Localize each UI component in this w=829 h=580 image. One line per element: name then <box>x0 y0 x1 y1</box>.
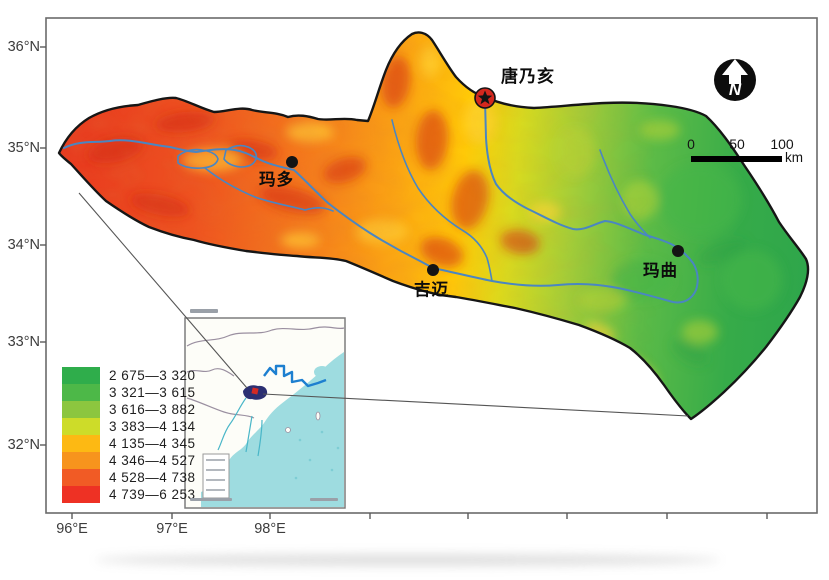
legend-swatch <box>62 469 100 486</box>
lon-label-96e: 96°E <box>56 521 88 537</box>
legend-swatch <box>62 452 100 469</box>
scale-bar <box>691 156 782 162</box>
lake-gyaring <box>177 148 219 169</box>
lon-label-97e: 97°E <box>156 521 188 537</box>
inset-country-borders <box>186 326 345 419</box>
maduo-dot-marker <box>286 156 298 168</box>
legend-range-label: 2 675—3 320 <box>109 368 196 383</box>
legend-range-label: 3 383—4 134 <box>109 419 196 434</box>
inset-attribution-right-smudge <box>310 498 338 501</box>
map-frame <box>40 17 818 519</box>
scale-tick-100: 100 <box>770 136 794 152</box>
legend-row: 3 383—4 134 <box>62 418 196 435</box>
legend-row: 2 675—3 320 <box>62 367 196 384</box>
jimai-label: 吉迈 <box>414 281 449 299</box>
legend-range-label: 4 346—4 527 <box>109 453 196 468</box>
inset-china-map <box>184 317 346 509</box>
legend-range-label: 4 135—4 345 <box>109 436 196 451</box>
inset-hainan <box>285 427 291 433</box>
lake-ngoring <box>223 144 258 168</box>
lat-label-32n: 32°N <box>7 437 40 453</box>
inset-bohai-sea <box>314 366 330 378</box>
legend-row: 4 346—4 527 <box>62 452 196 469</box>
legend-row: 3 321—3 615 <box>62 384 196 401</box>
maqu-label: 玛曲 <box>643 262 678 280</box>
legend-range-label: 4 739—6 253 <box>109 487 196 502</box>
page-shadow <box>95 554 720 566</box>
legend-swatch <box>62 384 100 401</box>
lat-label-35n: 35°N <box>7 140 40 156</box>
inset-rivers <box>217 397 263 457</box>
lat-label-33n: 33°N <box>7 334 40 350</box>
legend-range-label: 3 616—3 882 <box>109 402 196 417</box>
inset-mini-legend-lines <box>206 459 225 491</box>
scale-unit-label: km <box>785 150 803 165</box>
north-arrow-n-label: N <box>728 80 742 99</box>
tangnaihai-label: 唐乃亥 <box>501 67 555 86</box>
scale-tick-0: 0 <box>687 136 695 152</box>
inset-sea <box>201 352 344 507</box>
elevation-basin <box>57 31 810 421</box>
legend-swatch <box>62 367 100 384</box>
scale-tick-50: 50 <box>729 136 745 152</box>
lon-label-98e: 98°E <box>254 521 286 537</box>
legend-range-label: 3 321—3 615 <box>109 385 196 400</box>
lat-label-34n: 34°N <box>7 237 40 253</box>
tributary-north <box>391 119 493 282</box>
legend-row: 3 616—3 882 <box>62 401 196 418</box>
relief-mottle <box>59 32 808 419</box>
latitude-ticks <box>40 46 46 446</box>
lat-label-36n: 36°N <box>7 39 40 55</box>
inset-attribution-left-smudge <box>190 498 232 501</box>
legend-swatch <box>62 401 100 418</box>
tributary-west <box>204 167 334 212</box>
jimai-dot-marker <box>427 264 439 276</box>
station-markers <box>286 87 684 276</box>
legend-swatch <box>62 435 100 452</box>
legend-row: 4 135—4 345 <box>62 435 196 452</box>
inset-study-area-marker <box>251 387 259 395</box>
inset-title-smudge <box>190 309 218 313</box>
legend-range-label: 4 528—4 738 <box>109 470 196 485</box>
legend-row: 4 528—4 738 <box>62 469 196 486</box>
inset-taiwan <box>315 411 321 421</box>
legend-row: 4 739—6 253 <box>62 486 196 503</box>
legend-swatch <box>62 486 100 503</box>
tributary-east <box>599 149 651 239</box>
maduo-label: 玛多 <box>259 171 294 189</box>
inset-yellow-river <box>263 364 327 388</box>
maqu-dot-marker <box>672 245 684 257</box>
longitude-ticks <box>71 513 768 519</box>
elevation-legend: 2 675—3 320 3 321—3 615 3 616—3 882 3 38… <box>62 367 196 503</box>
inset-connector-lines <box>78 192 689 417</box>
tangnaihai-star-icon <box>477 90 493 105</box>
legend-swatch <box>62 418 100 435</box>
north-arrow-icon <box>714 59 756 101</box>
inset-islands <box>294 430 340 480</box>
yellow-river-network <box>63 99 699 304</box>
